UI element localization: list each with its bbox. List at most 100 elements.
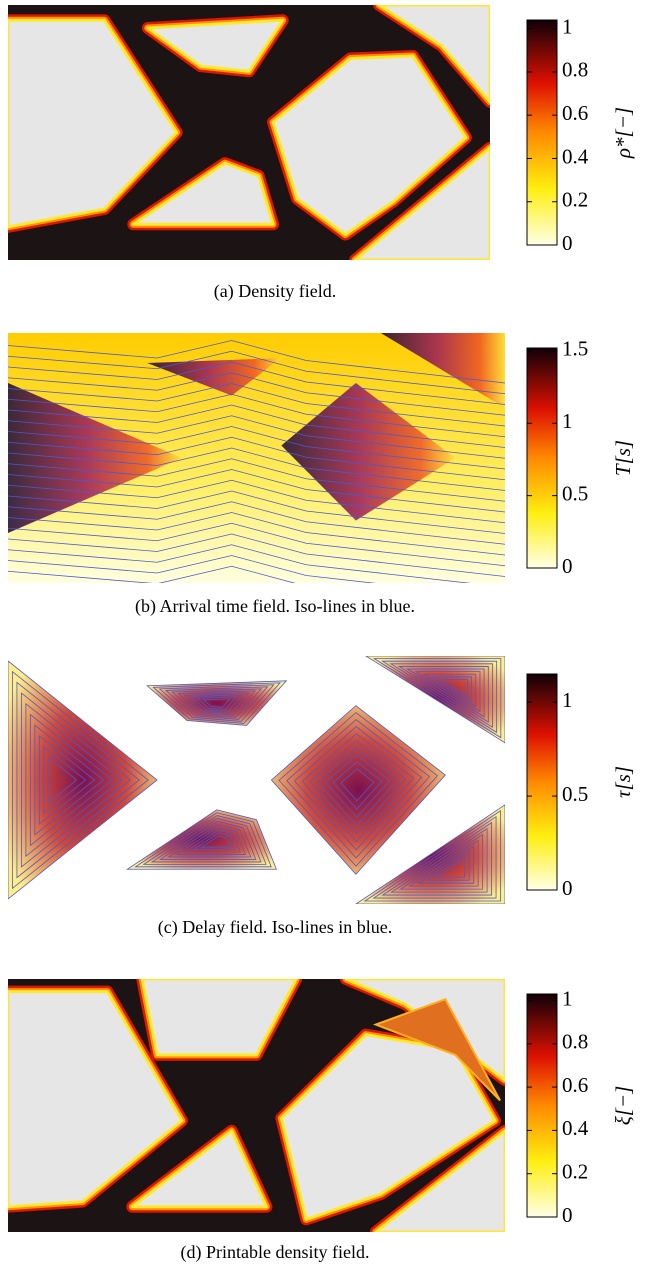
iso-line: [189, 694, 244, 712]
void-region: [131, 161, 275, 226]
void-region: [8, 18, 179, 229]
iso-line: [8, 350, 505, 395]
iso-line: [8, 447, 505, 491]
iso-line: [426, 851, 470, 881]
wedge: [380, 333, 505, 408]
iso-line: [8, 490, 505, 534]
iso-line: [34, 724, 105, 836]
colorbar-tick-label: 0: [562, 876, 573, 900]
iso-line: [21, 692, 131, 868]
iso-line: [8, 458, 505, 502]
iso-line: [8, 383, 505, 427]
iso-line: [372, 815, 497, 899]
void-region: [140, 979, 298, 1057]
colorbar-tick-label: 0.6: [562, 1073, 588, 1097]
colorbar-label: τ[s]: [611, 766, 635, 798]
iso-line: [171, 688, 263, 718]
iso-line: [8, 501, 505, 545]
colorbar-label: ρ*[−]: [611, 107, 635, 159]
iso-line: [389, 663, 493, 728]
caption: (c) Delay field. Iso-lines in blue.: [158, 917, 392, 938]
void-region: [130, 1129, 268, 1209]
iso-line: [175, 826, 247, 855]
iso-line: [8, 469, 505, 513]
iso-line: [8, 512, 505, 556]
void-region: [353, 146, 490, 260]
void-region: [377, 5, 490, 104]
iso-line: [12, 670, 149, 890]
iso-line: [8, 393, 505, 438]
iso-line: [164, 686, 269, 720]
iso-line: [381, 660, 498, 734]
iso-line: [177, 690, 256, 716]
iso-line: [43, 745, 87, 815]
iso-line: [365, 656, 505, 744]
iso-line: [8, 404, 505, 448]
wedge: [8, 660, 158, 900]
void-region: [146, 18, 285, 73]
void-region: [279, 1033, 497, 1221]
colorbar-tick-label: 0.2: [562, 1160, 588, 1184]
iso-line: [8, 544, 472, 583]
iso-line: [38, 735, 96, 825]
iso-line: [363, 810, 501, 902]
iso-line: [202, 698, 231, 708]
iso-line: [422, 673, 477, 708]
colorbar-tick-label: 0: [562, 231, 573, 255]
colorbar-tick-label: 0.8: [562, 1030, 588, 1054]
colorbar-tick-label: 0.5: [562, 481, 588, 505]
iso-line: [399, 833, 484, 890]
iso-line: [408, 839, 479, 887]
iso-line: [397, 666, 489, 723]
colorbar-tick-label: 1: [562, 409, 573, 433]
iso-line: [8, 555, 377, 583]
void-region: [374, 1129, 505, 1232]
iso-line: [134, 812, 272, 868]
iso-line: [8, 479, 505, 524]
iso-line: [414, 671, 481, 713]
colorbar-tick-label: 0.4: [562, 144, 589, 168]
iso-line: [8, 522, 505, 567]
iso-line: [293, 726, 423, 851]
iso-line: [8, 372, 505, 416]
field-image: [8, 979, 505, 1232]
iso-line: [150, 818, 262, 863]
caption: (a) Density field.: [214, 281, 336, 302]
wedge: [8, 383, 182, 533]
colorbar-tick-label: 0: [562, 554, 573, 578]
iso-line: [8, 426, 505, 470]
void-region: [8, 990, 184, 1209]
colorbar-tick-label: 0.5: [562, 782, 588, 806]
iso-line: [200, 835, 231, 848]
iso-line: [406, 668, 485, 718]
added-material: [372, 998, 501, 1102]
iso-line: [167, 823, 252, 858]
iso-line: [8, 436, 505, 481]
iso-line: [196, 696, 238, 710]
colorbar-tick-label: 0.6: [562, 101, 588, 125]
iso-line: [152, 682, 281, 724]
iso-line: [159, 820, 257, 860]
iso-line: [16, 681, 140, 879]
colorbar: [526, 19, 558, 246]
colorbar-tick-label: 1.5: [562, 337, 588, 361]
iso-line: [417, 845, 475, 884]
iso-line: [372, 658, 502, 739]
iso-line: [8, 660, 158, 900]
iso-line: [278, 712, 439, 867]
iso-line: [8, 361, 505, 405]
void-region: [344, 979, 505, 1082]
colorbar-tick-label: 1: [562, 14, 573, 38]
colorbar-tick-label: 0.2: [562, 188, 588, 212]
colorbar-tick-label: 0: [562, 1203, 573, 1227]
caption: (d) Printable density field.: [181, 1242, 370, 1263]
iso-line: [8, 340, 505, 384]
iso-line: [8, 565, 296, 583]
field-image: [8, 656, 505, 904]
colorbar-tick-label: 1: [562, 986, 573, 1010]
iso-line: [142, 815, 267, 865]
iso-line: [435, 857, 466, 878]
iso-line: [25, 702, 122, 858]
iso-line: [439, 679, 468, 697]
